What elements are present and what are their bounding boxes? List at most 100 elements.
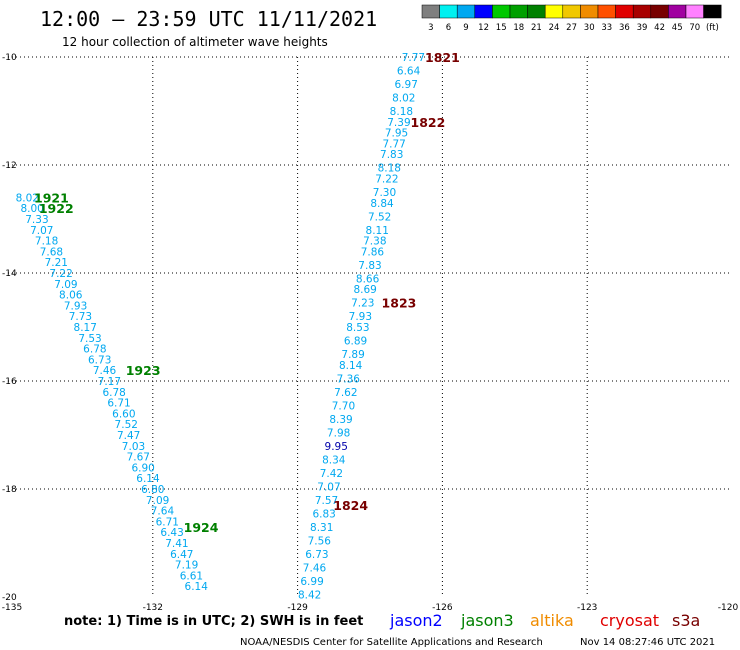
wave-height-value: 8.00 [20,203,43,215]
wave-height-value: 8.18 [378,163,401,175]
x-tick-label: -132 [143,603,163,613]
wave-height-value: 7.47 [117,430,140,442]
footer-timestamp: Nov 14 08:27:46 UTC 2021 [580,637,715,648]
satellite-legend-s3a: s3a [672,611,700,630]
wave-height-value: 8.06 [59,290,83,302]
colorbar-swatch [562,4,581,19]
wave-height-value: 7.09 [54,279,77,291]
wave-height-value: 7.39 [387,117,410,129]
y-tick-label: -12 [2,161,17,171]
pass-time-label: 1821 [425,50,460,65]
colorbar-label: 3 [428,23,433,33]
wave-height-value: 7.23 [351,298,374,310]
wave-height-value: 6.90 [131,462,154,474]
wave-height-value: 7.86 [361,246,385,258]
wave-height-value: 6.80 [141,484,164,496]
chart-grid [8,56,732,597]
wave-height-value: 8.02 [16,192,39,204]
wave-height-value: 7.64 [151,506,175,518]
colorbar-swatch [527,4,546,19]
colorbar-swatch [703,4,722,19]
wave-height-value: 6.64 [397,66,421,78]
colorbar-swatch [544,4,564,19]
wave-height-value: 7.83 [380,149,403,161]
wave-height-value: 6.43 [160,527,183,539]
wave-height-value: 7.93 [349,311,372,323]
colorbar-label: 9 [463,23,468,33]
pass-time-label: 1922 [39,201,74,216]
wave-height-value: 6.73 [88,354,111,366]
wave-height-value: 7.56 [308,535,332,547]
chart-marks: 8.028.007.337.077.187.687.217.227.098.06… [16,50,460,601]
wave-height-value: 9.95 [325,441,348,453]
wave-height-value: 7.52 [368,211,391,223]
wave-height-value: 6.14 [136,473,160,485]
wave-height-value: 7.22 [375,174,398,186]
wave-height-value: 7.33 [25,214,48,226]
wave-height-value: 6.61 [180,570,203,582]
colorbar-label: 36 [619,23,630,33]
wave-height-value: 6.83 [312,508,335,520]
wave-height-value: 6.99 [300,576,323,588]
satellite-legend: jason2 jason3 altika cryosat s3a [389,611,700,630]
wave-height-value: 7.03 [122,441,145,453]
wave-height-value: 7.73 [69,311,92,323]
colorbar-swatch [650,4,669,19]
chart-axes: -135 -132 -129 -126 -123 -120 -10 -12 -14 -16 -18 -… [2,53,739,613]
pass-time-label: 1923 [126,363,161,378]
wave-height-value: 7.22 [49,268,72,280]
wave-height-value: 6.71 [156,516,179,528]
colorbar-swatch [456,4,476,19]
wave-height-value: 7.52 [115,419,138,431]
wave-height-value: 7.07 [30,225,53,237]
satellite-legend-jason3: jason3 [460,611,514,630]
wave-height-value: 7.98 [327,427,350,439]
wave-height-value: 7.83 [358,260,381,272]
colorbar-swatch [597,4,616,19]
colorbar-swatch [474,4,493,19]
wave-height-value: 6.71 [107,398,130,410]
wave-height-value: 8.34 [322,454,346,466]
y-tick-label: -14 [2,269,17,279]
colorbar-swatch [492,4,511,19]
footer-note: note: 1) Time is in UTC; 2) SWH is in fe… [64,614,363,629]
colorbar-swatch [421,4,440,19]
pass-time-label: 1921 [34,190,69,205]
satellite-legend-cryosat: cryosat [600,611,659,630]
wave-height-value: 8.11 [366,225,389,237]
colorbar-label: 6 [446,23,451,33]
x-tick-label: -123 [577,603,597,613]
wave-height-value: 7.95 [385,128,408,140]
pass-time-label: 1824 [333,498,368,513]
wave-height-value: 7.68 [40,246,63,258]
satellite-legend-altika: altika [530,611,574,630]
colorbar-swatch [439,4,458,19]
colorbar-swatch [632,4,652,19]
colorbar-label: 30 [584,23,595,33]
wave-height-value: 8.02 [392,93,415,105]
x-tick-label: -126 [432,603,453,613]
pass-time-label: 1822 [411,115,446,130]
wave-height-value: 7.70 [332,400,355,412]
colorbar-label: (ft) [706,23,719,33]
wave-height-value: 8.14 [339,360,363,372]
wave-height-value: 7.89 [341,349,364,361]
wave-height-value: 7.41 [165,538,188,550]
wave-height-value: 6.47 [170,549,193,561]
colorbar-label: 27 [566,23,577,33]
wave-height-value: 8.53 [346,322,369,334]
wave-height-value: 7.53 [78,333,101,345]
colorbar-label: 12 [478,23,489,33]
wave-height-value: 7.42 [320,468,343,480]
colorbar-label: 42 [654,23,665,33]
wave-height-value: 6.89 [344,336,367,348]
wave-height-value: 8.66 [356,273,380,285]
y-tick-label: -10 [2,53,17,63]
wave-height-value: 7.46 [93,365,117,377]
wave-height-value: 7.77 [402,52,425,64]
wave-height-value: 8.31 [310,522,333,534]
colorbar-legend: 3 6 9 12 15 18 21 24 27 30 33 36 39 42 45 70 (ft) [421,4,722,33]
wave-height-value: 6.60 [112,408,135,420]
colorbar-label: 70 [689,23,700,33]
